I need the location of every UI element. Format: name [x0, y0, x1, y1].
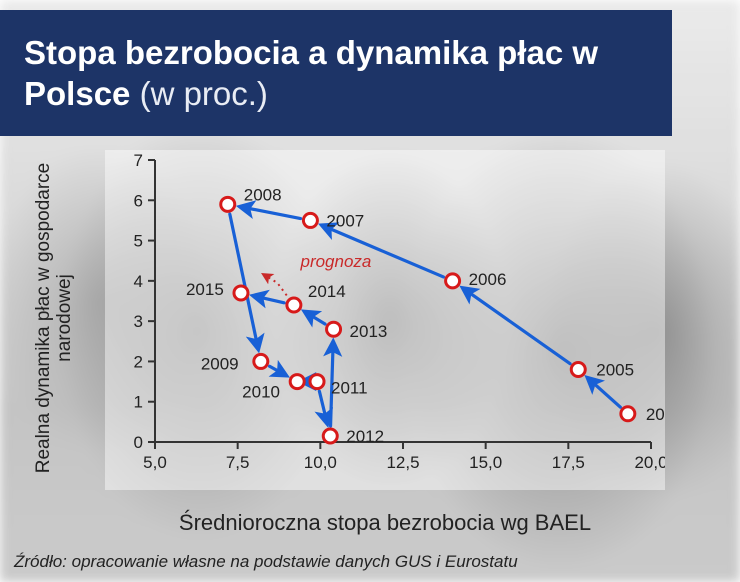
point-label-2010: 2010	[242, 383, 280, 402]
svg-text:2: 2	[134, 352, 143, 371]
point-2014	[287, 298, 301, 312]
point-label-2014: 2014	[308, 282, 346, 301]
point-label-2011: 2011	[331, 379, 368, 398]
svg-text:12,5: 12,5	[386, 453, 419, 472]
point-2013	[327, 322, 341, 336]
svg-text:1: 1	[134, 393, 143, 412]
point-2005	[571, 362, 585, 376]
svg-text:7,5: 7,5	[226, 453, 250, 472]
point-2015	[234, 286, 248, 300]
y-axis-label: Realna dynamika płac w gospodarce narodo…	[34, 148, 72, 488]
title-bold: Stopa bezrobocia a dynamika płac w Polsc…	[24, 34, 598, 112]
title-light: (w proc.)	[130, 75, 268, 112]
point-2006	[446, 274, 460, 288]
point-label-2005: 2005	[596, 360, 634, 379]
point-label-2015: 2015	[186, 280, 224, 299]
svg-text:20,0: 20,0	[634, 453, 665, 472]
point-2010	[290, 375, 304, 389]
point-label-2012: 2012	[346, 427, 384, 446]
forecast-label: prognoza	[299, 252, 371, 271]
point-2011	[310, 375, 324, 389]
svg-text:10,0: 10,0	[304, 453, 337, 472]
point-2004	[621, 407, 635, 421]
point-2007	[303, 213, 317, 227]
point-label-2013: 2013	[350, 322, 388, 341]
source-footer: Źródło: opracowanie własne na podstawie …	[14, 552, 518, 572]
svg-text:0: 0	[134, 433, 143, 452]
point-label-2009: 2009	[201, 354, 239, 373]
point-label-2007: 2007	[326, 211, 364, 230]
svg-text:5,0: 5,0	[143, 453, 167, 472]
svg-text:6: 6	[134, 191, 143, 210]
svg-text:4: 4	[134, 272, 143, 291]
svg-text:15,0: 15,0	[469, 453, 502, 472]
svg-text:3: 3	[134, 312, 143, 331]
point-label-2006: 2006	[469, 270, 507, 289]
title-banner: Stopa bezrobocia a dynamika płac w Polsc…	[0, 10, 672, 136]
x-axis-label: Średnioroczna stopa bezrobocia wg BAEL	[105, 510, 665, 536]
svg-text:17,5: 17,5	[552, 453, 585, 472]
point-2012	[323, 429, 337, 443]
svg-text:5: 5	[134, 232, 143, 251]
svg-text:7: 7	[134, 151, 143, 170]
scatter-line-chart: 0 1 2 3 4 5 6 7 5,0 7,5 10,0 12,5 15,0 17,5 20,0 2004 20…	[105, 150, 665, 490]
point-label-2004: 2004	[646, 405, 665, 424]
point-label-2008: 2008	[244, 185, 282, 204]
point-2009	[254, 354, 268, 368]
point-2008	[221, 197, 235, 211]
